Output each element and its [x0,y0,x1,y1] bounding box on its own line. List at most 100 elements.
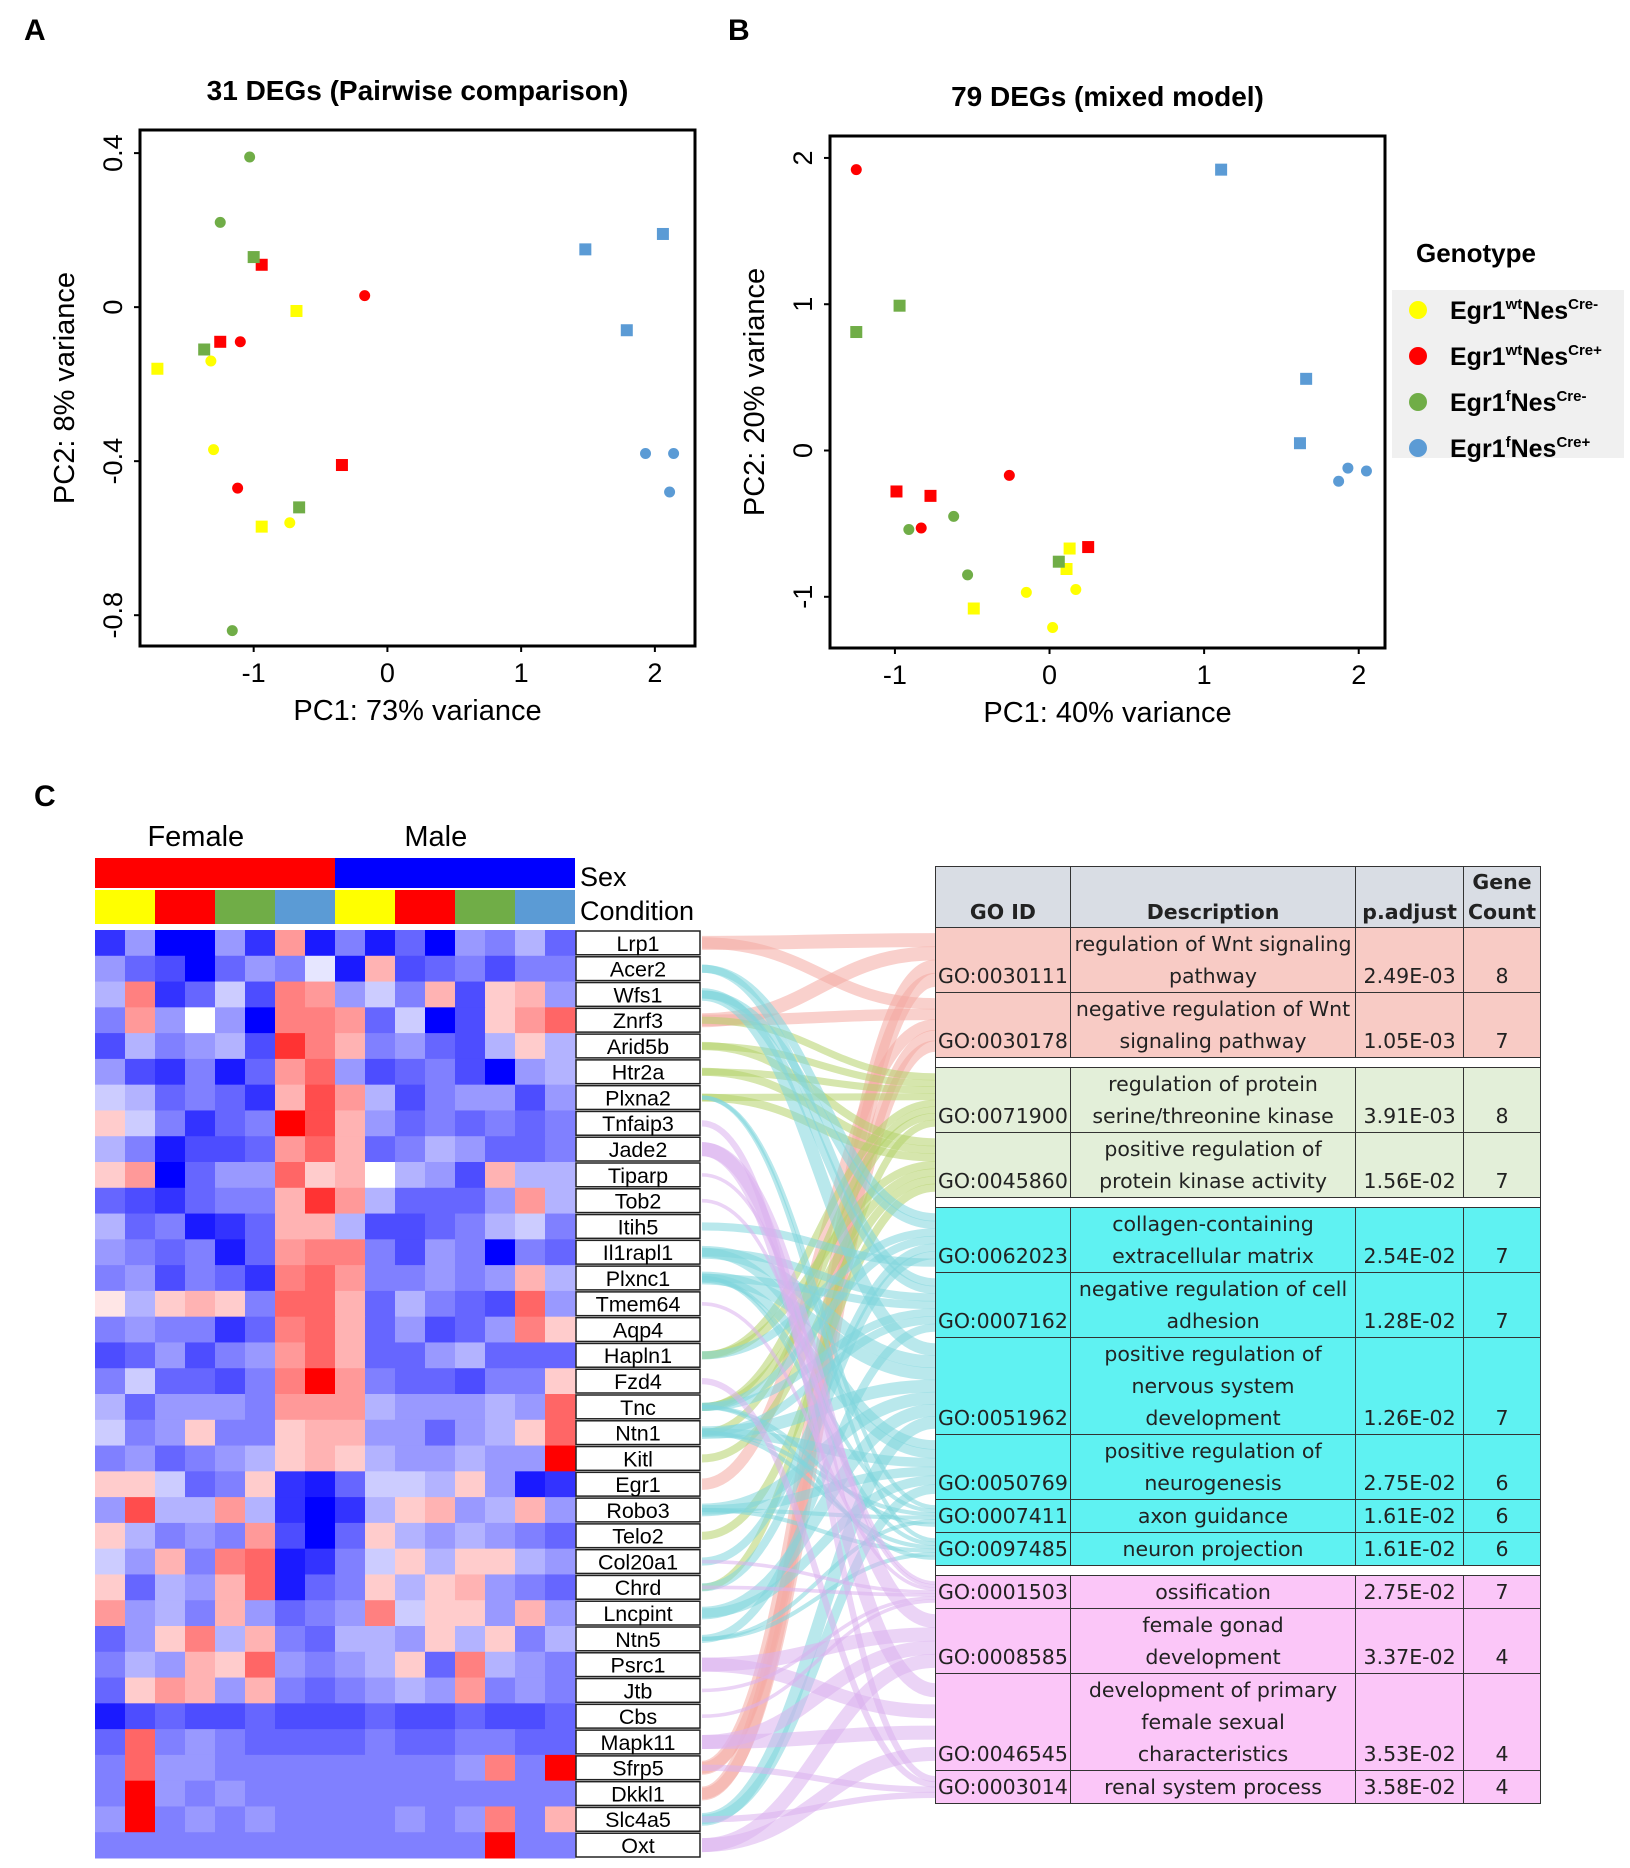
gene-label: Aqp4 [613,1318,663,1342]
heatmap-cell [425,1394,456,1421]
pca-a-point-Egr1fNesCre- [247,251,260,264]
heatmap-cell [155,1780,186,1807]
heatmap-cell [545,1754,576,1782]
heatmap-cell [185,1574,216,1601]
pca-b-point-Egr1wtNesCre+ [890,485,903,498]
heatmap-cell [395,1548,426,1575]
heatmap-cell [425,1754,456,1782]
gene-label-box [575,1548,701,1575]
heatmap-cell [125,1394,156,1421]
heatmap-cell [245,1394,276,1421]
heatmap-cell [215,1677,246,1704]
pca-b-y-tick-label: 2 [788,150,818,165]
heatmap-cell [395,1600,426,1627]
go-id-cell: GO:0030178 [935,992,1071,1058]
heatmap-cell [245,1497,276,1524]
padjust-cell: 1.61E-02 [1355,1532,1465,1566]
gene-label: Slc4a5 [605,1808,671,1832]
padjust-cell: 3.91E-03 [1355,1067,1465,1133]
heatmap-cell [515,1213,546,1240]
heatmap-cell [125,1007,156,1034]
description-cell: renal system process [1069,1770,1357,1804]
gene-go-link [701,1120,936,1783]
heatmap-cell [485,1033,516,1060]
padjust-cell: 1.28E-02 [1355,1272,1465,1338]
heatmap-cell [305,1110,336,1137]
heatmap-cell [155,1368,186,1395]
heatmap-cell [515,1368,546,1395]
heatmap-cell [155,1832,186,1859]
heatmap-cell [185,1522,216,1550]
heatmap-cell [245,1316,276,1343]
heatmap-cell [515,1729,546,1756]
group-separator-cell [935,1565,1541,1576]
heatmap-cell [335,1522,366,1550]
gene-label-box [575,1806,701,1832]
pca-a-point-Egr1fNesCre- [244,151,256,163]
gene-count-cell: 7 [1463,992,1541,1058]
heatmap-cell [545,1832,576,1859]
padjust-cell: 3.58E-02 [1355,1770,1465,1804]
heatmap-cell [395,1342,426,1369]
heatmap-cell [155,1162,186,1189]
go-row: GO:0051962 positive regulation of nervous… [935,1337,1541,1435]
heatmap-cell [185,1600,216,1627]
gene-go-flows [700,933,937,1853]
heatmap-cell [125,1265,156,1292]
gene-count-cell: 7 [1463,1207,1541,1273]
heatmap-cell [365,981,396,1008]
heatmap-cell [485,1394,516,1421]
heatmap-cell [485,1342,516,1369]
description-cell: female gonad development [1069,1608,1357,1674]
heatmap-cell [455,1548,486,1575]
heatmap-cell [155,1754,186,1782]
gene-label: Jade2 [609,1138,668,1162]
heatmap-cell [185,1780,216,1807]
heatmap-cell [545,1265,576,1292]
heatmap-cell [455,1265,486,1292]
heatmap-cell [95,1703,126,1730]
sex-annotation-bar [95,858,335,888]
heatmap-cell [365,1445,396,1472]
heatmap-cell [155,1213,186,1240]
heatmap-cell [485,1471,516,1498]
pca-a-point-Egr1wtNesCre- [151,362,164,375]
pca-b-point-Egr1fNesCre- [903,524,915,536]
pca-b-point-Egr1fNesCre+ [1215,163,1228,176]
pca-a-point-Egr1wtNesCre- [205,355,217,367]
gene-count-cell: 6 [1463,1532,1541,1566]
gene-label: Hapln1 [604,1344,672,1368]
pca-a-x-axis-label: PC1: 73% variance [293,695,541,727]
heatmap-cell [455,1651,486,1679]
heatmap-cell [365,1754,396,1782]
heatmap-cell [275,1832,306,1859]
gene-label-box [575,1110,701,1136]
gene-label-box [575,1316,701,1343]
heatmap-cell [335,1342,366,1369]
gene-label-box [575,1213,701,1240]
heatmap-cell [335,1548,366,1575]
pca-a-point-Egr1wtNesCre- [255,520,268,533]
pca-b-point-Egr1wtNesCre- [1063,542,1076,555]
heatmap-cell [485,1445,516,1472]
heatmap-cell [515,1265,546,1292]
gene-label: Acer2 [610,958,666,982]
heatmap-cell [155,1651,186,1679]
heatmap-cell [365,1187,396,1215]
heatmap-cell [305,1729,336,1756]
go-row: GO:0050769 positive regulation of neuroge… [935,1434,1541,1500]
heatmap-cell [95,1033,126,1060]
description-cell: negative regulation of cell adhesion [1069,1272,1357,1338]
heatmap-cell [95,1548,126,1575]
heatmap-cell [95,1780,126,1807]
heatmap-cell [455,1703,486,1730]
heatmap-cell [455,1136,486,1163]
pca-b-plot-frame [828,134,1387,650]
pca-a-point-Egr1fNesCre+ [620,324,633,337]
heatmap-cell [185,1832,216,1859]
heatmap-cell [335,981,366,1008]
pca-b-point-Egr1wtNesCre+ [915,522,927,534]
heatmap-cell [545,1058,576,1086]
heatmap-cell [305,1626,336,1653]
